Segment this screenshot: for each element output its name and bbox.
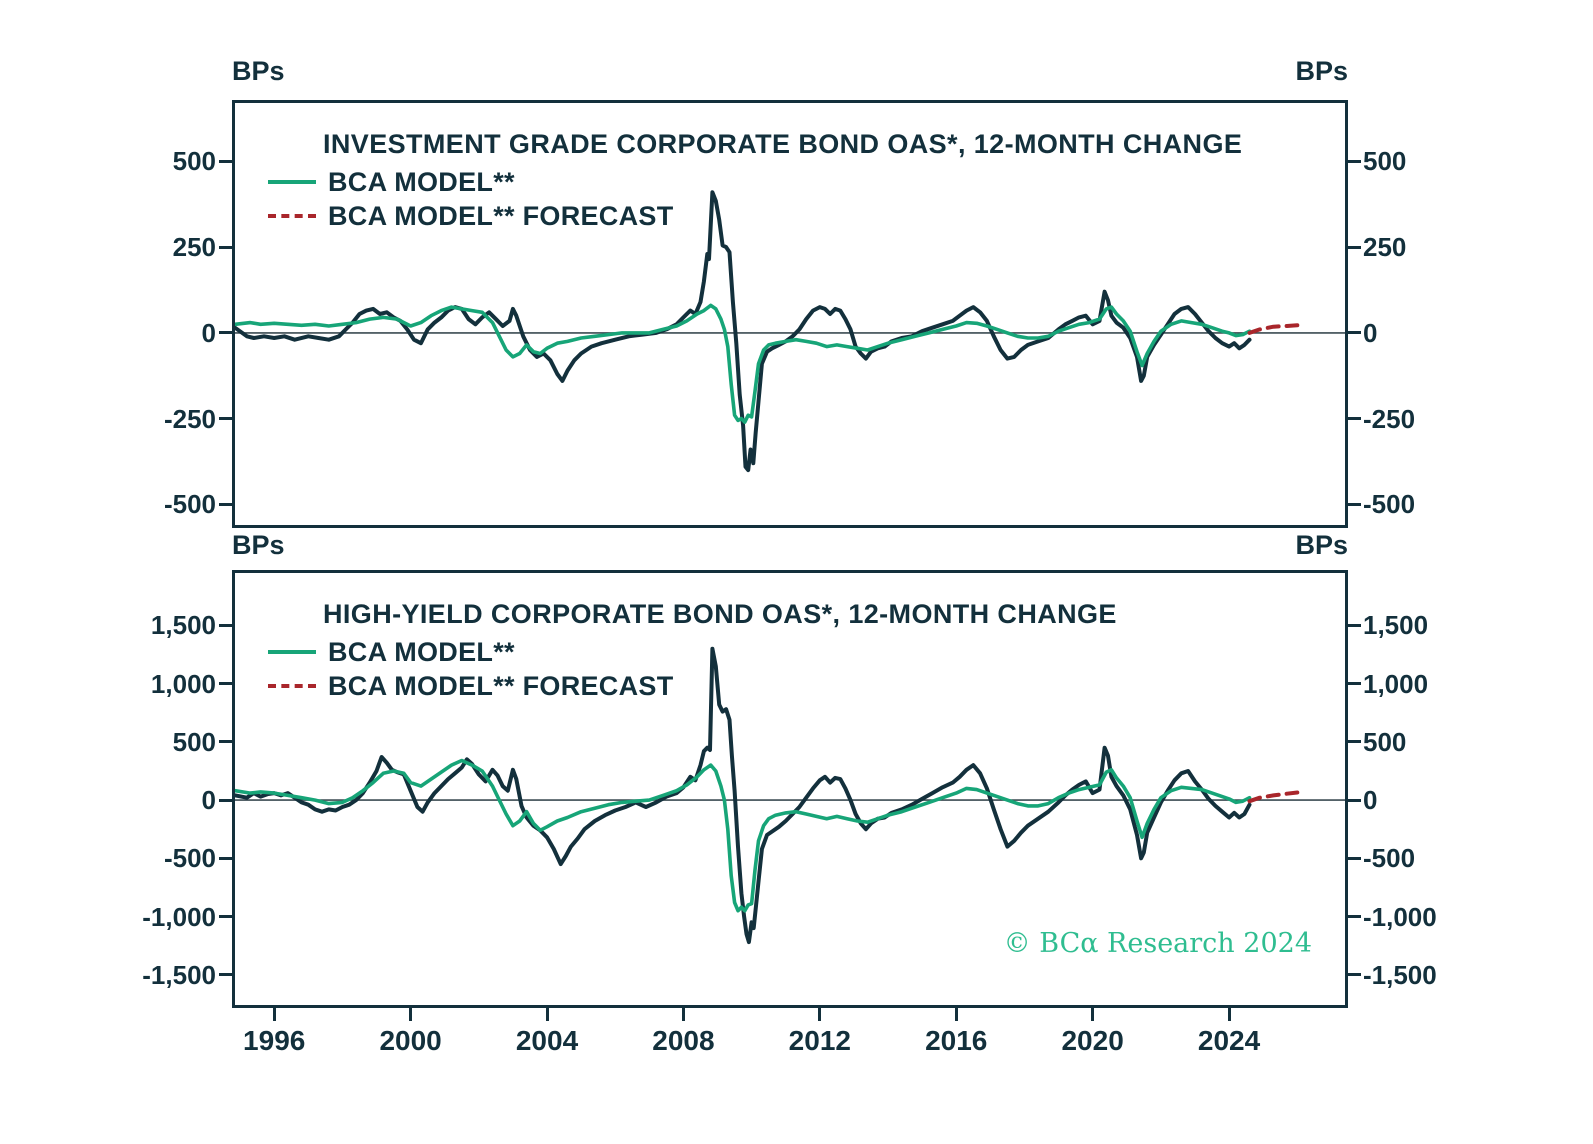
y-tick-label-left: -250 [163,403,216,434]
y-tick-mark-left [219,856,232,860]
y-tick-mark-left [219,740,232,744]
y-tick-label-right: -500 [1363,843,1416,874]
series-model [235,758,1252,913]
x-tick-mark [409,1008,413,1021]
x-tick-label: 2016 [925,1025,988,1056]
unit-label-top-left: BPs [232,56,285,86]
investment-grade-plot [235,190,1345,473]
y-tick-label-left: 250 [172,232,216,263]
investment-grade-chart-title: INVESTMENT GRADE CORPORATE BOND OAS*, 12… [323,129,1243,159]
legend-item-model: BCA MODEL** [268,165,674,199]
series-forecast [1247,790,1300,804]
y-tick-label-right: 500 [1363,146,1407,177]
y-tick-mark-left [219,973,232,977]
x-tick-label: 1996 [243,1025,306,1056]
panel-investment-grade: INVESTMENT GRADE CORPORATE BOND OAS*, 12… [232,100,1348,528]
y-tick-label-left: 1,000 [150,668,216,699]
y-tick-label-right: -500 [1363,489,1416,520]
y-tick-mark-right [1348,798,1361,802]
model-line-swatch [268,650,316,654]
x-tick-label: 2020 [1061,1025,1124,1056]
investment-grade-legend: BCA MODEL** BCA MODEL** FORECAST [268,165,674,233]
panel-high-yield: HIGH-YIELD CORPORATE BOND OAS*, 12-MONTH… [232,570,1348,1008]
y-tick-mark-left [219,623,232,627]
y-tick-label-right: 0 [1363,785,1378,816]
x-tick-label: 2004 [515,1025,579,1056]
y-tick-mark-left [219,798,232,802]
y-tick-mark-right [1348,159,1361,163]
x-tick-mark [818,1008,822,1021]
y-tick-mark-left [219,331,232,335]
y-tick-label-right: 500 [1363,726,1407,757]
y-tick-mark-left [219,245,232,249]
y-tick-mark-right [1348,245,1361,249]
y-tick-label-left: 0 [201,785,216,816]
y-tick-label-left: 0 [201,317,216,348]
y-tick-label-right: -250 [1363,403,1416,434]
y-tick-mark-left [219,159,232,163]
series-actual [235,190,1252,473]
x-tick-label: 2012 [788,1025,851,1056]
y-tick-label-right: 0 [1363,317,1378,348]
x-tick-mark [681,1008,685,1021]
y-tick-label-left: 500 [172,726,216,757]
x-tick-mark [954,1008,958,1021]
y-tick-mark-left [219,915,232,918]
x-tick-mark [545,1008,549,1021]
y-tick-mark-right [1348,502,1361,506]
y-tick-mark-left [219,682,232,686]
y-tick-label-right: 1,000 [1363,668,1429,699]
x-tick-label: 2000 [379,1025,442,1056]
y-tick-label-left: 500 [172,146,216,177]
series-forecast [1247,323,1300,335]
y-tick-mark-right [1348,856,1361,860]
y-tick-mark-left [219,417,232,421]
legend-label-model: BCA MODEL** [328,166,515,197]
y-tick-label-right: 250 [1363,232,1407,263]
legend-label-forecast: BCA MODEL** FORECAST [328,200,674,231]
legend-item-forecast: BCA MODEL** FORECAST [268,199,674,233]
y-tick-label-left: -500 [163,843,216,874]
x-tick-mark [1091,1008,1095,1021]
series-model [235,303,1252,424]
legend-label-forecast: BCA MODEL** FORECAST [328,670,674,701]
unit-label-top-right: BPs [1295,56,1348,86]
y-tick-label-left: -1,000 [142,901,216,932]
y-tick-label-left: -1,500 [142,959,216,990]
y-tick-mark-right [1348,331,1361,335]
y-tick-label-left: 1,500 [150,610,216,641]
unit-label-bottom-right: BPs [1295,530,1348,560]
y-tick-label-right: -1,500 [1363,959,1437,990]
y-tick-mark-right [1348,417,1361,421]
y-tick-mark-right [1348,682,1361,686]
y-tick-mark-right [1348,623,1361,627]
x-tick-label: 2024 [1197,1025,1261,1056]
x-tick-mark [272,1008,276,1021]
high-yield-chart-title: HIGH-YIELD CORPORATE BOND OAS*, 12-MONTH… [323,599,1117,629]
y-tick-mark-right [1348,915,1361,918]
high-yield-plot [235,646,1345,945]
forecast-line-swatch [268,214,316,218]
y-tick-label-left: -500 [163,489,216,520]
x-tick-mark [1227,1008,1231,1021]
unit-label-bottom-left: BPs [232,530,285,560]
model-line-swatch [268,180,316,184]
copyright-notice: © BCα Research 2024 [1003,928,1312,959]
y-tick-label-right: -1,000 [1363,901,1437,932]
high-yield-legend: BCA MODEL** BCA MODEL** FORECAST [268,635,674,703]
y-tick-mark-left [219,502,232,506]
legend-label-model: BCA MODEL** [328,636,515,667]
legend-item-model: BCA MODEL** [268,635,674,669]
x-tick-label: 2008 [652,1025,715,1056]
forecast-line-swatch [268,684,316,688]
y-tick-label-right: 1,500 [1363,610,1429,641]
series-actual [235,646,1252,945]
y-tick-mark-right [1348,973,1361,977]
y-tick-mark-right [1348,740,1361,744]
legend-item-forecast: BCA MODEL** FORECAST [268,669,674,703]
